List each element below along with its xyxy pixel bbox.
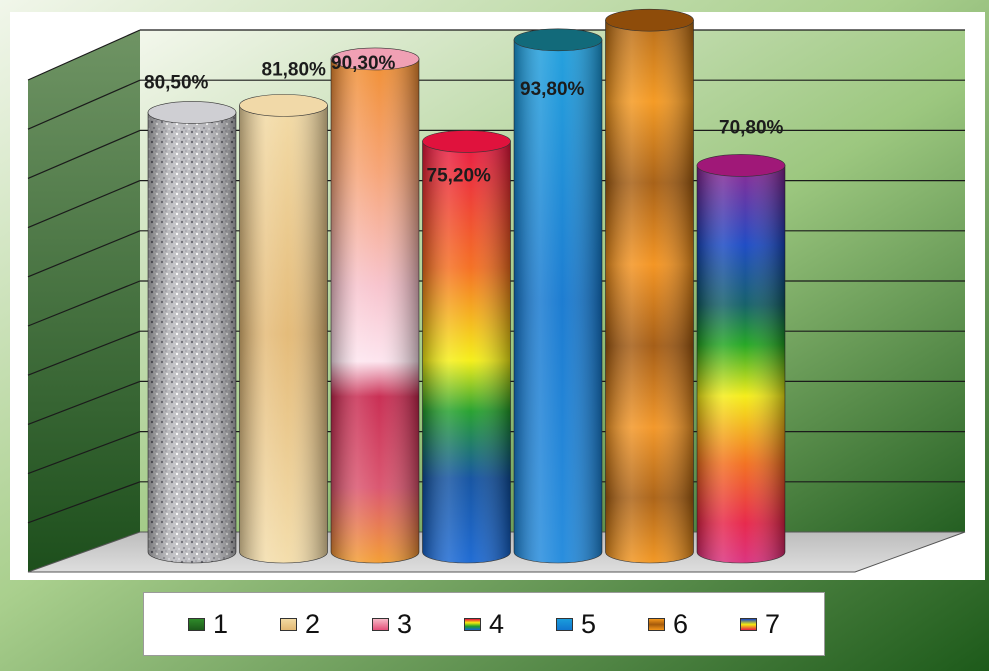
legend-label: 7 (764, 608, 781, 639)
bars-group (147, 8, 786, 564)
data-label-1: 80,50% (144, 72, 209, 93)
legend-swatch (463, 617, 481, 631)
side-wall (28, 30, 140, 572)
bar-7 (696, 154, 786, 564)
legend-label: 6 (672, 608, 689, 639)
legend-label: 3 (396, 608, 413, 639)
bar-shading (514, 39, 602, 564)
bar-2 (239, 94, 328, 564)
legend-item-6: 6 (647, 608, 689, 640)
bar-top-cap (422, 130, 511, 153)
legend-swatch (279, 617, 297, 631)
bar-5 (513, 28, 603, 564)
legend-swatch (371, 617, 389, 631)
gridline-side (27, 330, 141, 376)
bar-4 (422, 130, 511, 564)
gridline-side (27, 230, 141, 278)
bar-top-cap (239, 94, 328, 117)
data-label-2: 81,80% (262, 59, 327, 80)
bar-top-cap (696, 154, 786, 177)
gridline-side (27, 180, 141, 229)
data-label-5: 93,80% (520, 79, 585, 100)
legend-swatch (555, 617, 573, 631)
legend-label: 1 (212, 608, 229, 639)
legend-label: 4 (488, 608, 505, 639)
gridline-side (27, 481, 141, 524)
bar-shading (148, 112, 236, 563)
bar-shading (697, 165, 785, 563)
legend-swatch (187, 617, 205, 631)
bar-shading (422, 141, 511, 563)
bar-6 (605, 8, 694, 564)
legend-label: 5 (580, 608, 597, 639)
legend-item-4: 4 (463, 608, 505, 640)
legend-item-5: 5 (555, 608, 597, 640)
legend-item-1: 1 (187, 608, 229, 640)
bar-top-cap (147, 101, 237, 124)
legend: 1 2 3 4 5 6 7 (143, 592, 825, 656)
legend-swatch (739, 617, 757, 631)
gridline-side (27, 280, 141, 327)
bar-shading (239, 105, 328, 563)
bar-top-cap (605, 8, 694, 32)
gridline-side (27, 431, 141, 475)
bar-shading (605, 20, 694, 564)
legend-item-2: 2 (279, 608, 321, 640)
gridline-side (27, 79, 141, 130)
data-labels-group: 80,50%81,80%90,30%75,20%93,80%97,40%70,8… (144, 53, 784, 186)
bar-1 (147, 101, 237, 564)
gridline-side (27, 380, 141, 425)
bar-top-cap (513, 28, 603, 52)
legend-item-3: 3 (371, 608, 413, 640)
data-label-3: 90,30% (331, 53, 396, 74)
data-label-7: 70,80% (719, 117, 784, 138)
legend-item-7: 7 (739, 608, 781, 640)
gridline-side (27, 129, 141, 179)
bar-shading (331, 58, 419, 563)
gridline-side (27, 29, 141, 81)
bar-top-cap (330, 47, 420, 71)
data-label-4: 75,20% (427, 165, 492, 186)
bar-3 (330, 47, 420, 564)
legend-label: 2 (304, 608, 321, 639)
legend-swatch (647, 617, 665, 631)
